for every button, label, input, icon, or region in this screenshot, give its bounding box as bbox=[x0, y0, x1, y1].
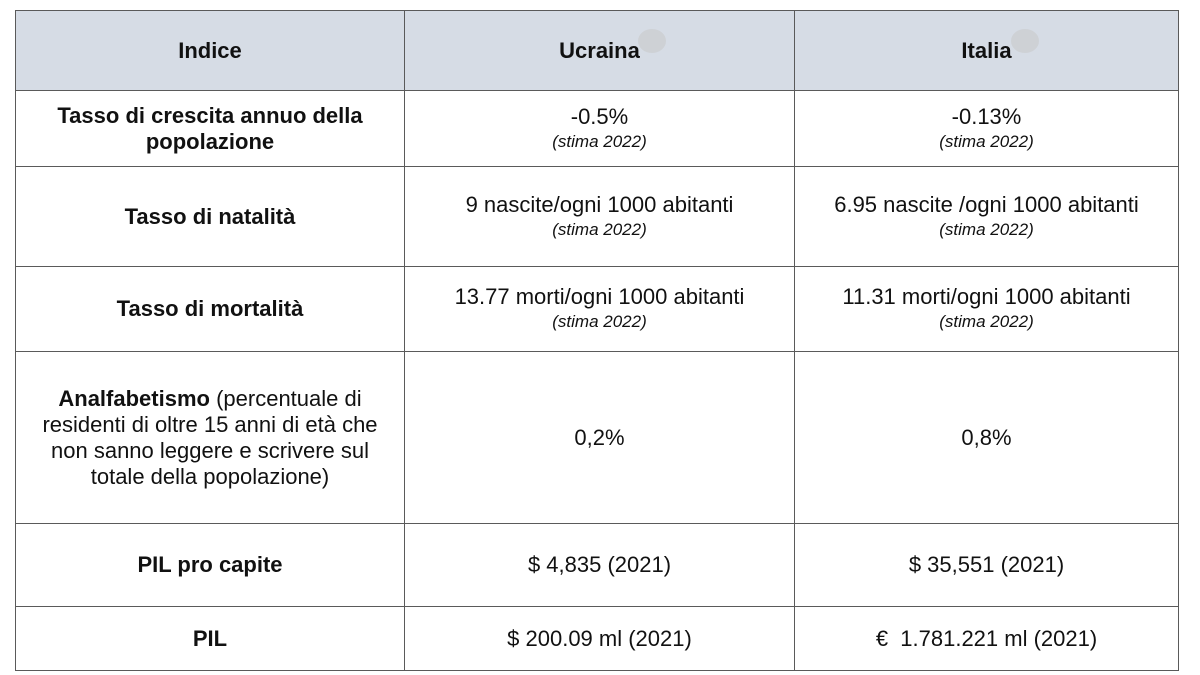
value-text: $ 4,835 (2021) bbox=[527, 552, 672, 577]
value-text: 6.95 nascite /ogni 1000 abitanti bbox=[834, 191, 1139, 217]
value-text: -0.13% bbox=[951, 103, 1022, 129]
note-text: (stima 2022) bbox=[939, 312, 1034, 331]
table-row: Tasso di natalità 9 nascite/ogni 1000 ab… bbox=[15, 166, 1179, 267]
value-text: € 1.781.221 ml (2021) bbox=[875, 625, 1098, 651]
header-row: Indice Ucraina Italia bbox=[15, 10, 1179, 91]
label-bold-part: Analfabetismo bbox=[58, 385, 210, 411]
row-label-pil: PIL bbox=[15, 606, 405, 671]
value-text: 11.31 morti/ogni 1000 abitanti bbox=[842, 284, 1131, 309]
value-text: 13.77 morti/ogni 1000 abitanti bbox=[454, 284, 745, 309]
cell-italia-natalita: 6.95 nascite /ogni 1000 abitanti (stima … bbox=[794, 166, 1179, 267]
cell-ucraina-analfabetismo: 0,2% bbox=[404, 351, 795, 524]
cell-italia-pil: € 1.781.221 ml (2021) bbox=[794, 606, 1179, 671]
value-text: 0,2% bbox=[574, 424, 625, 450]
row-label-natalita: Tasso di natalità bbox=[15, 166, 405, 267]
cell-italia-mortalita: 11.31 morti/ogni 1000 abitanti (stima 20… bbox=[794, 266, 1179, 352]
value-text: 0,8% bbox=[961, 424, 1012, 450]
row-label-mortalita: Tasso di mortalità bbox=[15, 266, 405, 352]
table-row: PIL $ 200.09 ml (2021) € 1.781.221 ml (2… bbox=[15, 606, 1179, 671]
cell-italia-crescita: -0.13% (stima 2022) bbox=[794, 90, 1179, 167]
smudge-mark bbox=[1011, 29, 1039, 53]
header-cell-ucraina: Ucraina bbox=[404, 10, 795, 91]
note-text: (stima 2022) bbox=[552, 312, 647, 331]
value-text: $ 35,551 (2021) bbox=[908, 552, 1065, 577]
header-cell-italia: Italia bbox=[794, 10, 1179, 91]
value-text: -0.5% bbox=[570, 103, 629, 129]
note-text: (stima 2022) bbox=[939, 131, 1034, 151]
cell-ucraina-pil-pro-capite: $ 4,835 (2021) bbox=[404, 523, 795, 607]
row-label-pil-pro-capite: PIL pro capite bbox=[15, 523, 405, 607]
table-row: Tasso di crescita annuo della popolazion… bbox=[15, 90, 1179, 167]
comparison-table: Indice Ucraina Italia Tasso di crescita … bbox=[15, 10, 1179, 671]
cell-ucraina-pil: $ 200.09 ml (2021) bbox=[404, 606, 795, 671]
row-label-analfabetismo: Analfabetismo (percentuale di residenti … bbox=[15, 351, 405, 524]
note-text: (stima 2022) bbox=[939, 219, 1034, 239]
smudge-mark bbox=[638, 29, 666, 53]
table-row: Analfabetismo (percentuale di residenti … bbox=[15, 351, 1179, 524]
value-text: 9 nascite/ogni 1000 abitanti bbox=[465, 191, 734, 217]
table-row: Tasso di mortalità 13.77 morti/ogni 1000… bbox=[15, 266, 1179, 352]
note-text: (stima 2022) bbox=[552, 131, 647, 151]
value-text: $ 200.09 ml (2021) bbox=[507, 625, 692, 651]
note-text: (stima 2022) bbox=[552, 219, 647, 239]
header-label-indice: Indice bbox=[178, 37, 242, 63]
table-row: PIL pro capite $ 4,835 (2021) $ 35,551 (… bbox=[15, 523, 1179, 607]
header-label-italia: Italia bbox=[961, 37, 1012, 63]
cell-italia-pil-pro-capite: $ 35,551 (2021) bbox=[794, 523, 1179, 607]
cell-ucraina-natalita: 9 nascite/ogni 1000 abitanti (stima 2022… bbox=[404, 166, 795, 267]
header-cell-indice: Indice bbox=[15, 10, 405, 91]
cell-ucraina-mortalita: 13.77 morti/ogni 1000 abitanti (stima 20… bbox=[404, 266, 795, 352]
row-label-crescita: Tasso di crescita annuo della popolazion… bbox=[15, 90, 405, 167]
header-label-ucraina: Ucraina bbox=[559, 37, 640, 63]
cell-italia-analfabetismo: 0,8% bbox=[794, 351, 1179, 524]
label-rest-part: (percentuale di residenti di oltre 15 an… bbox=[42, 385, 378, 489]
cell-ucraina-crescita: -0.5% (stima 2022) bbox=[404, 90, 795, 167]
